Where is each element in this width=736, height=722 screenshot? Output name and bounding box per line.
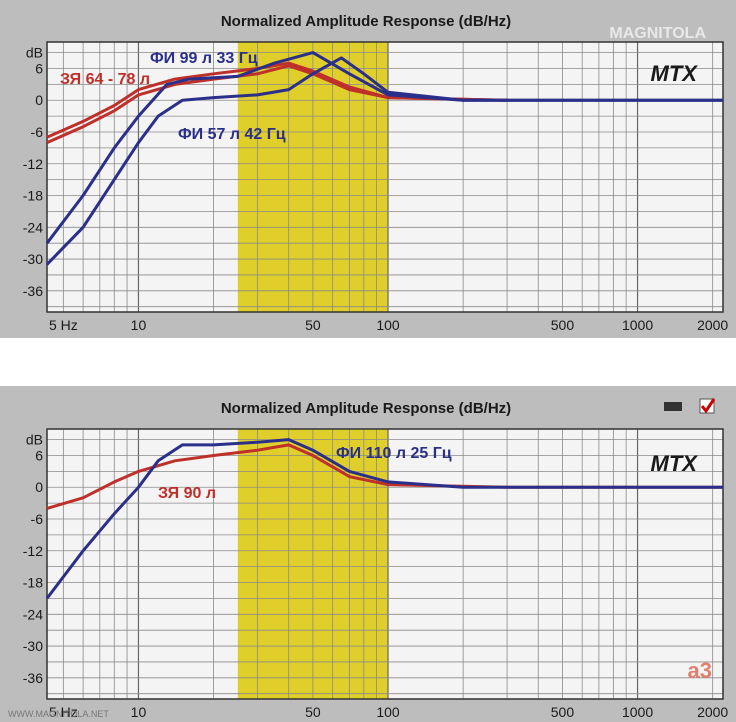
x-tick-label: 2000: [697, 317, 728, 333]
y-tick-label: -12: [23, 543, 43, 559]
series-label: ЗЯ 90 л: [158, 485, 216, 502]
magnitola-logo: MAGNITOLA: [609, 25, 706, 42]
x-tick-label: 100: [376, 704, 400, 720]
footer-url: WWW.MAGNITOLA.NET: [8, 709, 109, 719]
plot-border: [46, 41, 724, 313]
x-tick-label: 2000: [697, 704, 728, 720]
x-tick-label: 5 Hz: [49, 317, 78, 333]
amplitude-chart-top: dB6 0 -6 -12 -18 -24 -30 -36 5 Hz 10 50 100 500 1000 2…: [23, 13, 729, 333]
x-tick-label: 500: [551, 317, 575, 333]
chart-title: Normalized Amplitude Response (dB/Hz): [221, 400, 511, 417]
x-tick-label: 50: [305, 317, 321, 333]
chart-panel-bottom: dB 6 0 -6 -12 -18 -24 -30 -36 5 Hz 10 50 100 500 1000 2…: [0, 386, 736, 722]
y-tick-label: -12: [23, 156, 43, 172]
chart-title: Normalized Amplitude Response (dB/Hz): [221, 13, 511, 30]
y-tick-label: -6: [31, 511, 44, 527]
brand-label: MTX: [651, 61, 699, 86]
series-label: ФИ 110 л 25 Гц: [336, 445, 452, 462]
y-tick-label: dB: [26, 45, 43, 61]
y-tick-label: -24: [23, 606, 43, 622]
toolbar-icon[interactable]: [664, 402, 682, 411]
brand-label: MTX: [651, 451, 699, 476]
plot-area: dB6 0 -6 -12 -18 -24 -30 -36 5 Hz 10 50 100 500 1000 2…: [23, 41, 728, 333]
a3-logo: a3: [688, 658, 712, 683]
y-tick-label: -30: [23, 251, 43, 267]
y-tick-label: -36: [23, 670, 43, 686]
amplitude-chart-bottom: dB6 0 -6 -12 -18 -24 -30 -36 5 Hz 10 50 100 500 1000 2…: [8, 398, 728, 720]
y-tick-label: 0: [35, 479, 43, 495]
x-tick-label: 50: [305, 704, 321, 720]
y-tick-label: -30: [23, 638, 43, 654]
window-icons: [664, 398, 716, 414]
y-tick-label: -24: [23, 219, 43, 235]
series-label: ФИ 99 л 33 Гц: [150, 50, 258, 67]
series-line: [45, 438, 723, 600]
y-tick-label: 0: [35, 92, 43, 108]
plot-area: dB6 0 -6 -12 -18 -24 -30 -36 5 Hz 10 50 100 500 1000 2…: [23, 428, 728, 720]
series-label: ФИ 57 л 42 Гц: [178, 126, 286, 143]
x-tick-label: 500: [551, 704, 575, 720]
series-line: [45, 51, 723, 245]
checkmark-icon: [700, 398, 716, 414]
series-line: [45, 56, 723, 266]
series-line: [46, 443, 723, 510]
y-tick-label: dB: [26, 432, 43, 448]
y-tick-label: -18: [23, 188, 43, 204]
x-tick-label: 10: [131, 317, 147, 333]
plot-border: [46, 428, 724, 700]
y-tick-label: 6: [35, 60, 43, 76]
x-tick-label: 5 Hz: [49, 704, 78, 720]
x-tick-label: 100: [376, 317, 400, 333]
series-label: ЗЯ 64 - 78 л: [60, 71, 150, 88]
x-tick-label: 10: [131, 704, 147, 720]
x-tick-label: 1000: [622, 317, 653, 333]
y-tick-label: 6: [35, 447, 43, 463]
series-line: [46, 61, 508, 139]
y-tick-label: -18: [23, 575, 43, 591]
x-tick-label: 1000: [622, 704, 653, 720]
y-tick-label: -36: [23, 283, 43, 299]
chart-panel-top: dB 6 0 -6 -12 -18 -24 -30 -36 5 Hz 10 50 100 500 1000 2…: [0, 0, 736, 338]
y-tick-label: -6: [31, 124, 44, 140]
